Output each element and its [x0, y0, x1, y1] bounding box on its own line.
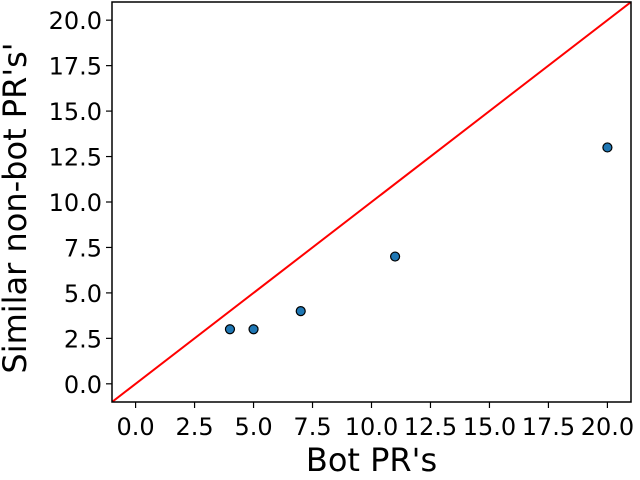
plot-area	[112, 2, 631, 402]
y-axis-ticks: 0.0 2.5 5.0 7.5 10.0 12.5 15.0 17.5 20.0	[49, 7, 112, 399]
x-tick-label: 17.5	[522, 413, 575, 441]
y-tick-label: 12.5	[49, 144, 102, 172]
axes-frame	[111, 1, 632, 403]
x-tick-label: 20.0	[581, 413, 634, 441]
y-tick-label: 17.5	[49, 53, 102, 81]
y-tick-label: 10.0	[49, 189, 102, 217]
x-axis-label: Bot PR's	[306, 441, 437, 479]
x-tick-label: 15.0	[463, 413, 516, 441]
y-tick-label: 20.0	[49, 7, 102, 35]
x-tick-label: 10.0	[345, 413, 398, 441]
y-tick-label: 7.5	[64, 234, 102, 262]
data-point	[295, 305, 306, 317]
x-axis-ticks: 0.0 2.5 5.0 7.5 10.0 12.5 15.0 17.5 20.0	[117, 402, 634, 441]
y-tick-label: 0.0	[64, 371, 102, 399]
data-point	[248, 324, 259, 335]
x-tick-label: 5.0	[234, 413, 272, 441]
x-tick-label: 12.5	[404, 413, 457, 441]
y-tick-label: 2.5	[64, 325, 102, 353]
data-point	[602, 142, 613, 153]
data-point	[224, 324, 236, 335]
data-point	[389, 251, 401, 262]
x-tick-label: 2.5	[175, 413, 213, 441]
x-tick-label: 0.0	[117, 413, 155, 441]
x-tick-label: 7.5	[293, 413, 331, 441]
reference-line-y-equals-x	[112, 2, 631, 402]
y-tick-label: 5.0	[64, 280, 102, 308]
y-axis-label: Similar non-bot PR's'	[0, 42, 34, 373]
y-tick-label: 15.0	[49, 98, 102, 126]
